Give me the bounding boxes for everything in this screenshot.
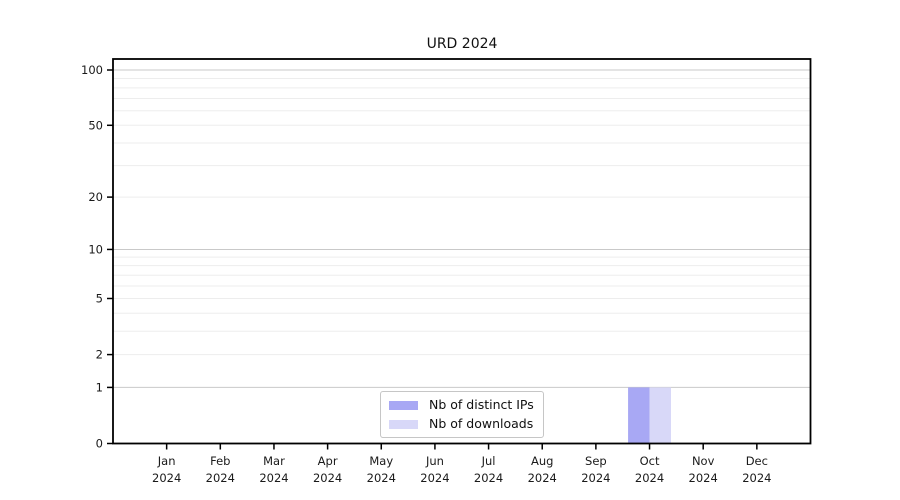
legend-item-distinct-ips: Nb of distinct IPs — [389, 397, 534, 413]
x-tick-label-year: 2024 — [474, 471, 503, 485]
x-tick-label-year: 2024 — [152, 471, 181, 485]
y-tick-label: 20 — [88, 190, 103, 204]
x-tick-label-month: Jan — [157, 454, 176, 468]
y-tick-label: 50 — [88, 118, 103, 132]
y-tick-label: 5 — [96, 292, 103, 306]
x-tick-label-year: 2024 — [581, 471, 610, 485]
x-tick-label-year: 2024 — [420, 471, 449, 485]
x-tick-label-month: Apr — [318, 454, 338, 468]
x-tick-label-month: Feb — [210, 454, 230, 468]
legend-swatch-distinct-ips — [389, 400, 418, 410]
legend: Nb of distinct IPs Nb of downloads — [380, 391, 544, 438]
x-tick-label-year: 2024 — [259, 471, 288, 485]
chart-title: URD 2024 — [426, 36, 498, 52]
bars — [628, 387, 671, 444]
x-tick-label-month: Mar — [263, 454, 285, 468]
y-tick-label: 0 — [96, 437, 103, 451]
x-tick-label-year: 2024 — [313, 471, 342, 485]
legend-item-downloads: Nb of downloads — [389, 416, 534, 432]
bar-downloads-oct — [649, 387, 671, 444]
y-tick-label: 2 — [96, 348, 103, 362]
x-tick-label-month: Jul — [481, 454, 496, 468]
x-tick-label-year: 2024 — [206, 471, 235, 485]
x-tick-label-month: Dec — [746, 454, 768, 468]
x-tick-label-month: Nov — [692, 454, 715, 468]
bar-distinct-ips-oct — [628, 387, 650, 444]
legend-label-downloads: Nb of downloads — [429, 416, 534, 431]
x-tick-label-month: Aug — [531, 454, 553, 468]
x-tick-label-year: 2024 — [742, 471, 771, 485]
y-axis: 0 1 2 5 10 20 50 100 — [81, 63, 113, 451]
x-tick-label-month: Oct — [640, 454, 660, 468]
major-gridlines — [113, 69, 811, 388]
x-tick-label-month: Jun — [425, 454, 444, 468]
x-tick-label-year: 2024 — [367, 471, 396, 485]
legend-label-distinct-ips: Nb of distinct IPs — [429, 397, 534, 412]
x-axis: Jan 2024 Feb 2024 Mar 2024 Apr 2024 May 2024 Jun 20… — [152, 443, 771, 485]
x-tick-label-year: 2024 — [528, 471, 557, 485]
x-tick-label-month: Sep — [585, 454, 607, 468]
plot-border — [112, 58, 812, 445]
y-tick-label: 10 — [88, 242, 103, 256]
x-tick-label-month: May — [369, 454, 393, 468]
legend-swatch-downloads — [389, 419, 418, 429]
x-tick-label-year: 2024 — [635, 471, 664, 485]
x-tick-label-year: 2024 — [689, 471, 718, 485]
y-tick-label: 100 — [81, 63, 103, 77]
y-tick-label: 1 — [96, 380, 103, 394]
minor-gridlines — [113, 77, 811, 356]
